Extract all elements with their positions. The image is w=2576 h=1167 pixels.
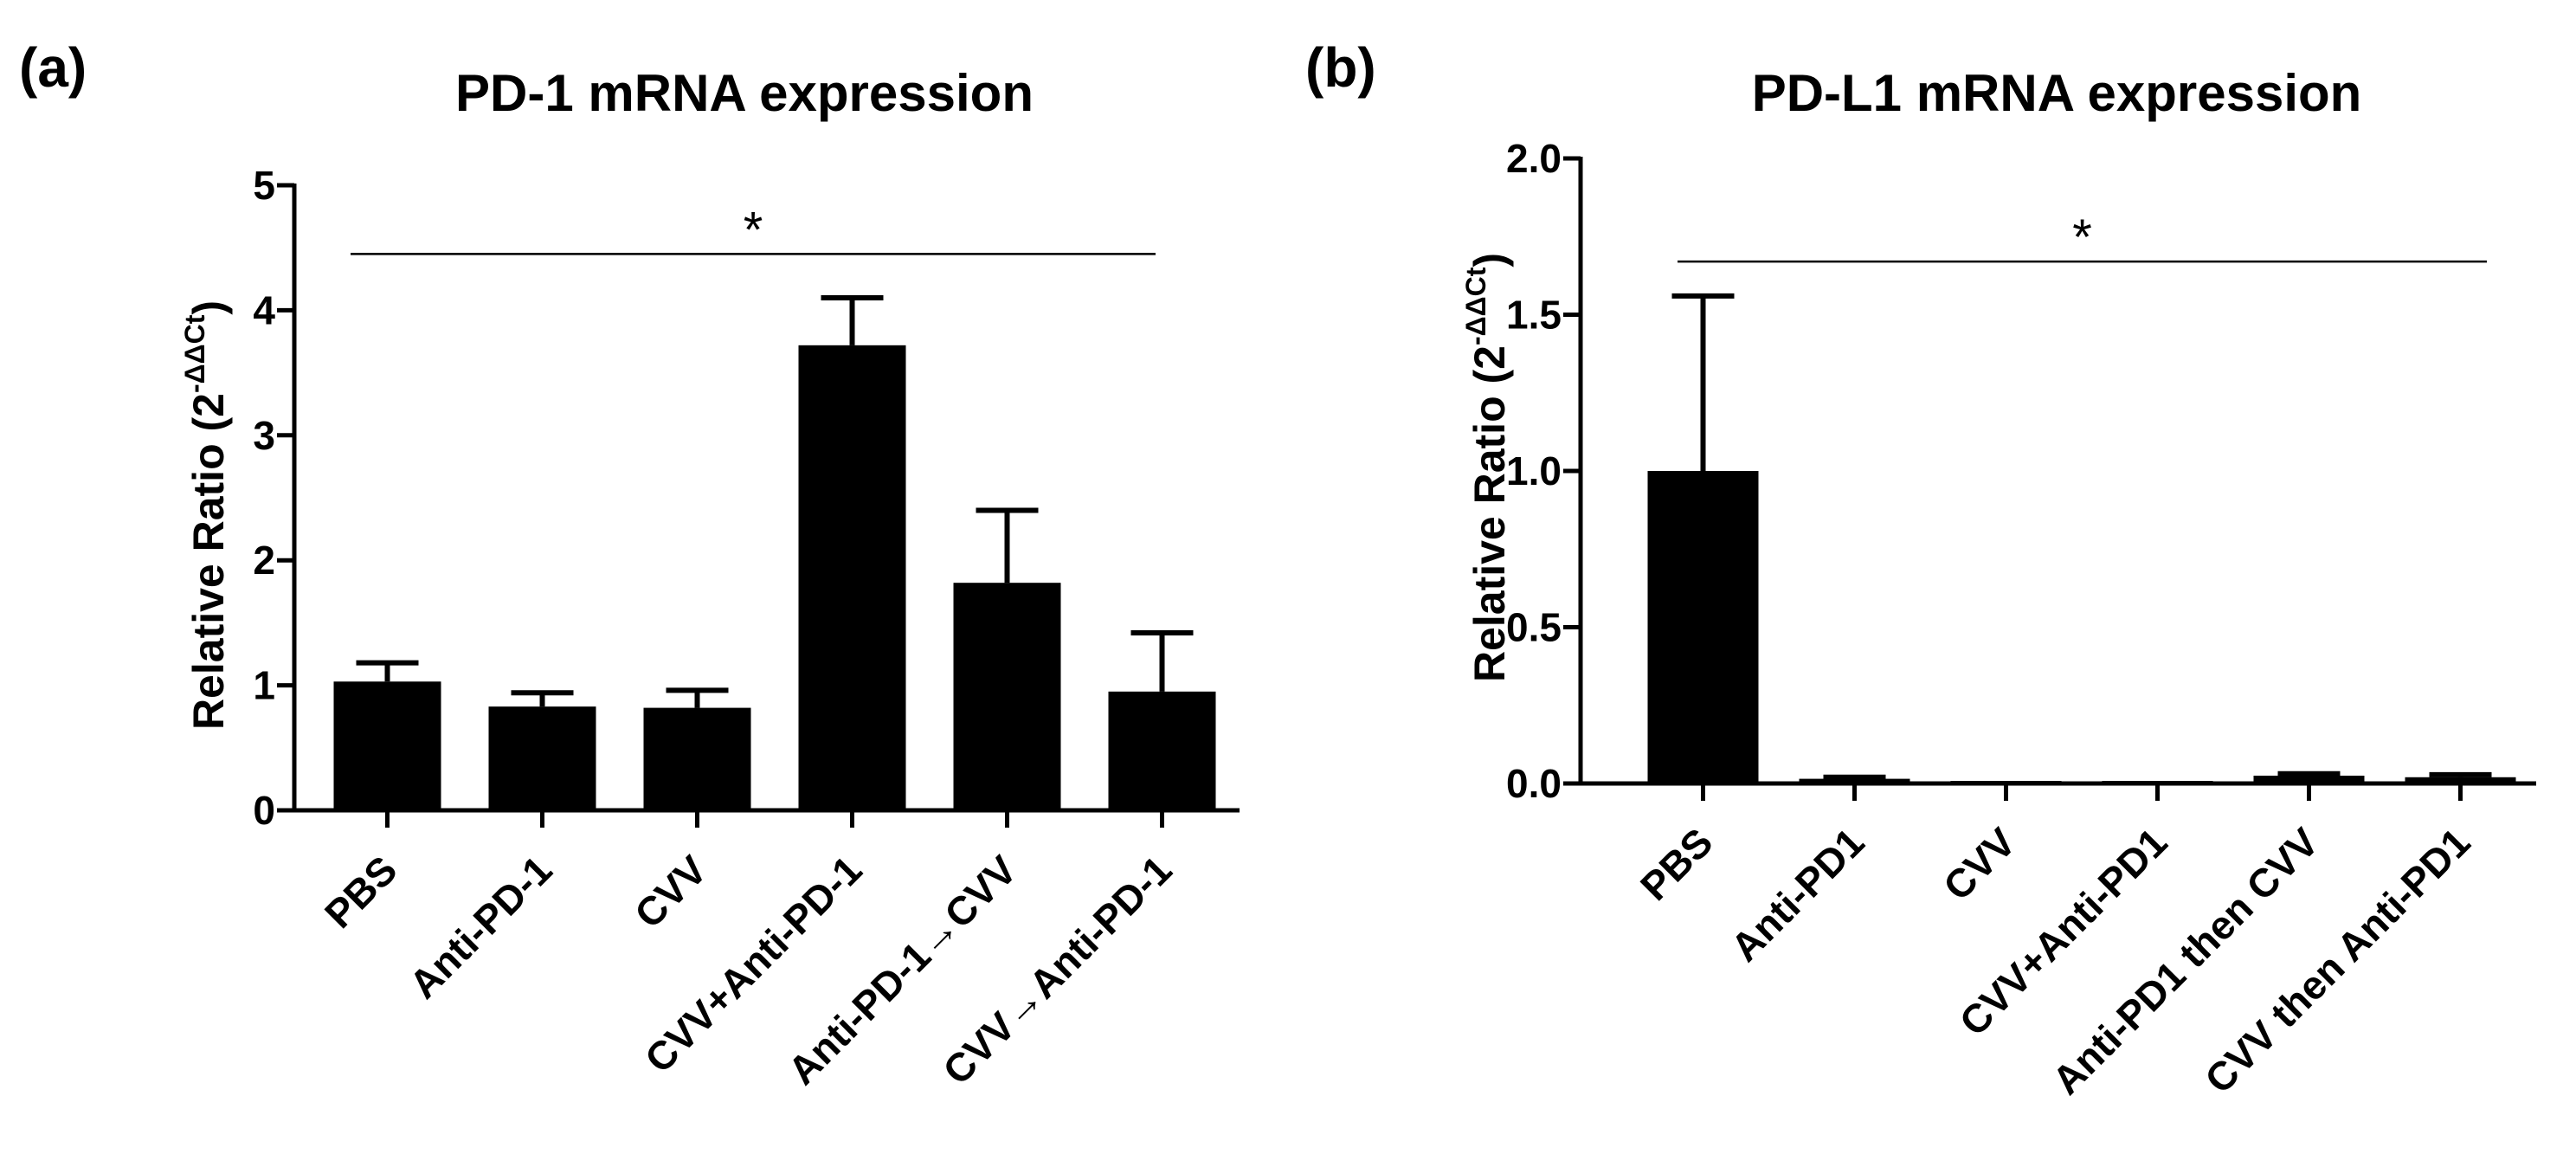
y-tick-label: 2.0	[1506, 136, 1562, 181]
bar-5	[2405, 777, 2516, 783]
category-label-2: CVV	[626, 847, 716, 937]
panel-b-significance: *	[1678, 210, 2487, 266]
panel-b: (b) PD-L1 mRNA expression Relative Ratio…	[1305, 36, 2536, 1103]
y-tick-label: 1.5	[1506, 293, 1562, 338]
significance-star: *	[2072, 210, 2092, 266]
panel-b-error-bars	[1671, 293, 2492, 780]
y-tick-label: 3	[253, 413, 275, 458]
panel-a: (a) PD-1 mRNA expression Relative Ratio …	[19, 36, 1240, 1093]
bar-4	[953, 583, 1061, 810]
category-label-1: Anti-PD1	[1722, 819, 1872, 970]
bar-1	[488, 706, 596, 810]
panel-a-bars	[333, 345, 1216, 810]
panel-a-y-ticks: 0 1 2 3 4 5	[253, 163, 294, 833]
panel-b-bars	[1647, 471, 2516, 783]
panel-b-label: (b)	[1305, 36, 1376, 99]
y-tick-label: 0.0	[1506, 761, 1562, 806]
category-label-2: CVV	[1935, 819, 2025, 909]
category-label-1: Anti-PD-1	[401, 847, 561, 1007]
y-tick-label: 1	[253, 663, 275, 708]
panel-a-significance: *	[351, 202, 1156, 258]
y-tick-label: 0.5	[1506, 605, 1562, 650]
bar-0	[1647, 471, 1759, 783]
panel-b-title: PD-L1 mRNA expression	[1752, 64, 2362, 122]
bar-5	[1108, 691, 1216, 810]
y-tick-label: 1.0	[1506, 448, 1562, 493]
panel-b-y-ticks: 0.0 0.5 1.0 1.5 2.0	[1506, 136, 1581, 806]
category-label-5: CVV then Anti-PD1	[2196, 819, 2479, 1102]
panel-b-y-axis-label: Relative Ratio (2-ΔΔCt)	[1460, 253, 1514, 682]
bar-3	[798, 345, 906, 810]
y-tick-label: 5	[253, 163, 275, 208]
bar-1	[1799, 778, 1910, 783]
significance-star: *	[744, 202, 763, 258]
category-label-4: Anti-PD1 then CVV	[2044, 819, 2328, 1103]
panel-a-title: PD-1 mRNA expression	[455, 64, 1034, 122]
y-tick-label: 0	[253, 788, 275, 833]
y-tick-label: 4	[253, 287, 275, 332]
bar-0	[333, 681, 441, 810]
category-label-0: PBS	[1632, 819, 1722, 909]
panel-a-axes	[292, 184, 1240, 828]
panel-a-y-axis-label: Relative Ratio (2-ΔΔCt)	[179, 300, 233, 730]
panel-b-axes	[1578, 157, 2536, 801]
bar-2	[643, 707, 751, 810]
y-tick-label: 2	[253, 538, 275, 583]
bar-4	[2253, 775, 2365, 783]
panel-a-error-bars	[356, 294, 1194, 708]
category-label-0: PBS	[316, 847, 406, 937]
panel-a-label: (a)	[19, 36, 87, 99]
